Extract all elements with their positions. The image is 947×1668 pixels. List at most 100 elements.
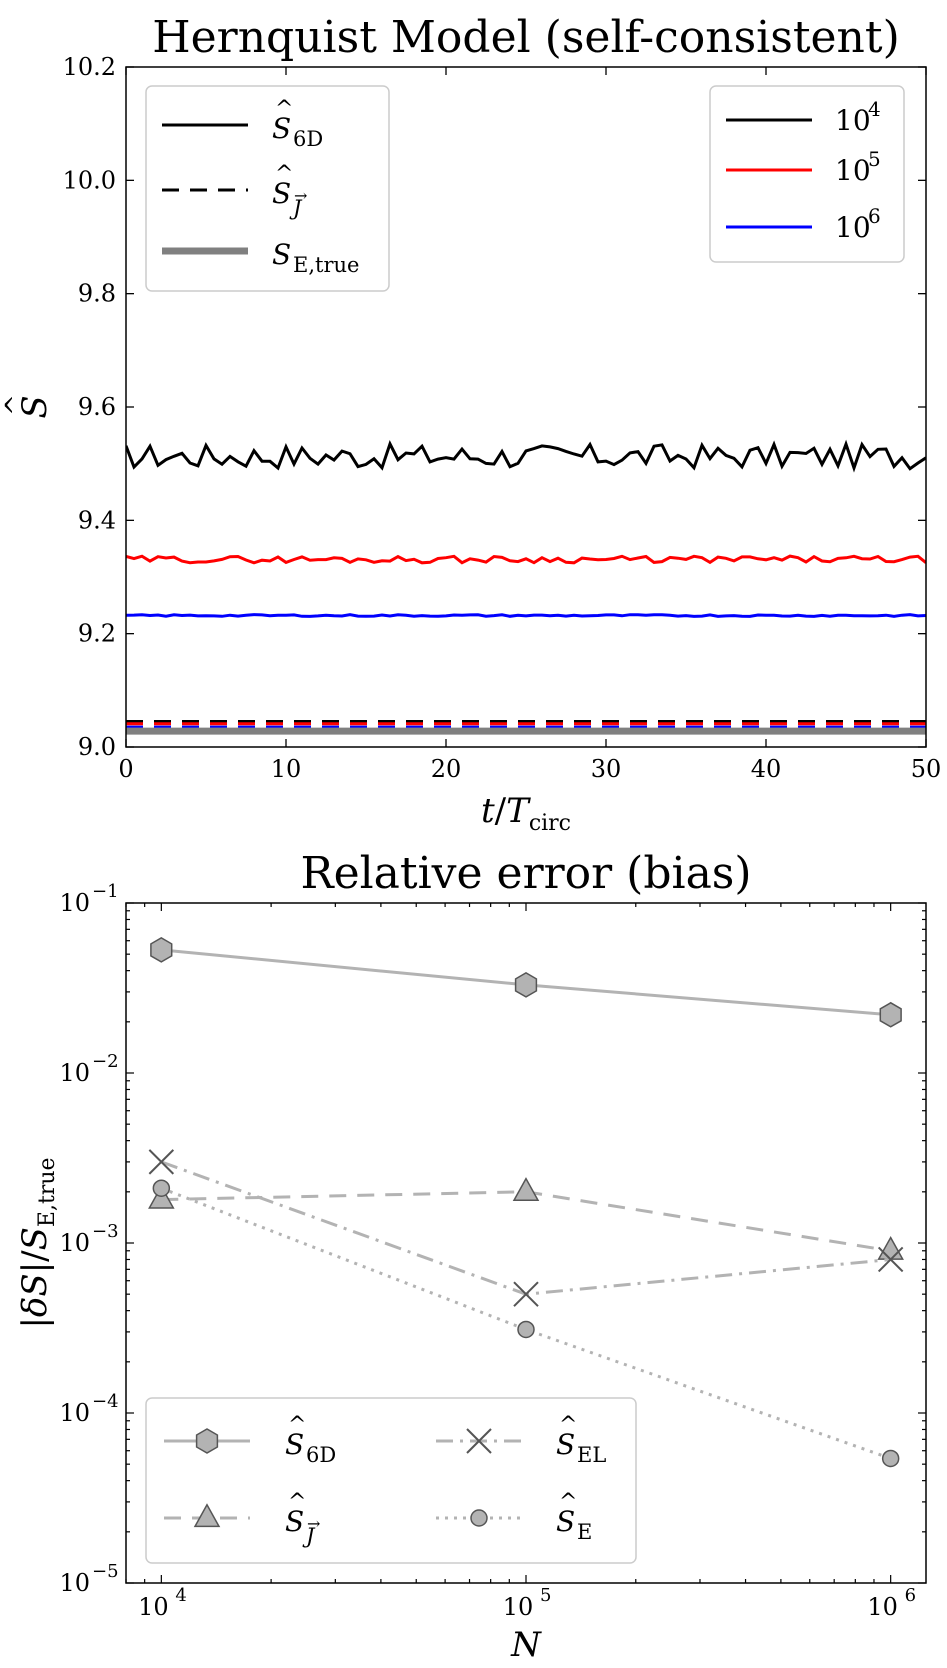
bottom-marker-6d-2	[879, 1001, 902, 1028]
bottom-y-tick-label-3: 10	[59, 1059, 90, 1087]
bottom-marker-j-1	[512, 1177, 540, 1201]
top-y-tick-label-0: 9.0	[78, 733, 116, 761]
svg-text:S: S	[556, 1505, 575, 1538]
svg-text:|δS|/SE,true: |δS|/SE,true	[15, 1157, 60, 1328]
svg-text:10: 10	[835, 104, 871, 137]
svg-text:→: →	[294, 186, 307, 205]
legend-label-1e4: 104	[835, 97, 881, 137]
legend-label-s6d: S^6D	[272, 97, 323, 151]
svg-text:4: 4	[868, 97, 881, 121]
svg-text:^: ^	[275, 162, 293, 187]
top-x-axis-label: t/Tcirc	[481, 791, 571, 836]
svg-text:6: 6	[868, 204, 881, 228]
svg-text:10: 10	[835, 154, 871, 187]
bottom-x-tick-label-1: 10	[503, 1593, 534, 1621]
bottom-y-tick-label-0: 10	[59, 1569, 90, 1597]
top-x-tick-label-3: 30	[591, 755, 622, 783]
legend-label-se-true: S E,true	[272, 238, 359, 277]
svg-text:J: J	[289, 196, 303, 220]
svg-text:10: 10	[835, 211, 871, 244]
svg-text:6D: 6D	[293, 127, 323, 151]
bottom-y-tick-exp-0: −5	[92, 1561, 119, 1582]
bottom-marker-el-0	[148, 1149, 175, 1175]
bottom-x-tick-exp-1: 5	[540, 1585, 551, 1606]
legend-error-estimators: S^6D S^J→ S^EL S^E	[145, 1397, 637, 1564]
bottom-marker-e-0	[152, 1179, 171, 1197]
legend-label-sj: S^ J→	[272, 162, 307, 220]
svg-text:^: ^	[288, 1490, 306, 1515]
svg-text:^: ^	[1, 394, 31, 416]
bottom-marker-e-1	[517, 1320, 535, 1339]
bottom-series-line-e	[160, 1186, 892, 1460]
bottom-y-tick-label-4: 10	[59, 889, 90, 917]
top-x-tick-label-0: 0	[118, 755, 133, 783]
bottom-marker-el-2	[877, 1246, 904, 1273]
top-y-tick-label-5: 10.0	[63, 166, 116, 194]
top-series-6d-106	[126, 613, 926, 618]
svg-text:6D: 6D	[306, 1443, 336, 1467]
relative-error-panel: Relative error (bias) 10 4 10 5 10 610 −510 −41…	[15, 848, 927, 1665]
legend-label-sel-error: S^EL	[556, 1413, 606, 1467]
bottom-marker-6d-1	[514, 972, 538, 998]
legend-particle-number: 104 105 106	[709, 85, 905, 263]
top-chart-title: Hernquist Model (self-consistent)	[152, 12, 899, 63]
svg-text:J: J	[302, 1524, 316, 1548]
svg-text:S: S	[272, 177, 291, 210]
svg-text:E: E	[577, 1520, 592, 1544]
bottom-chart-title: Relative error (bias)	[300, 848, 751, 899]
top-x-tick-label-5: 50	[911, 755, 942, 783]
svg-text:S: S	[272, 112, 291, 145]
bottom-x-axis-label: N	[510, 1625, 542, 1665]
top-series-6d-105	[126, 554, 926, 565]
svg-text:S: S	[15, 395, 55, 418]
top-y-tick-label-3: 9.6	[78, 393, 116, 421]
top-series-group	[126, 439, 926, 735]
bottom-x-tick-exp-0: 4	[175, 1585, 186, 1606]
top-y-tick-label-2: 9.4	[78, 506, 116, 534]
top-plot-frame	[125, 66, 927, 748]
top-y-tick-label-4: 9.8	[78, 280, 116, 308]
top-y-tick-label-1: 9.2	[78, 620, 116, 648]
legend-label-1e5: 105	[835, 147, 881, 187]
legend-estimators: S^6D S^J→ S E,true	[145, 85, 390, 292]
bottom-marker-j-0	[148, 1184, 175, 1209]
bottom-marker-el-1	[513, 1281, 539, 1307]
svg-text:5: 5	[868, 147, 881, 171]
svg-text:→: →	[307, 1514, 320, 1533]
legend-label-1e6: 106	[835, 204, 881, 244]
bottom-marker-e-2	[881, 1449, 900, 1468]
hernquist-entropy-panel: Hernquist Model (self-consistent) 0 10 20 3…	[1, 12, 941, 836]
svg-text:S: S	[272, 238, 291, 271]
top-axis-ticks: 0 10 20 30 40 50 9.0 9.2 9.4 9.6 9.8 10.0 10.2	[63, 53, 942, 783]
bottom-marker-6d-0	[150, 937, 173, 963]
top-y-axis-label: S ^	[1, 394, 55, 419]
svg-text:S: S	[285, 1428, 304, 1461]
bottom-y-tick-exp-2: −3	[92, 1221, 119, 1242]
top-x-tick-label-4: 40	[751, 755, 782, 783]
bottom-x-tick-label-2: 10	[867, 1593, 898, 1621]
svg-text:EL: EL	[577, 1443, 606, 1467]
svg-text:S: S	[556, 1428, 575, 1461]
top-x-tick-label-1: 10	[271, 755, 302, 783]
svg-text:^: ^	[275, 97, 293, 122]
legend-label-se-error: S^E	[556, 1490, 592, 1544]
bottom-x-tick-exp-2: 6	[905, 1585, 916, 1606]
bottom-y-tick-label-1: 10	[59, 1399, 90, 1427]
bottom-series-group	[148, 937, 904, 1468]
bottom-x-tick-label-0: 10	[138, 1593, 169, 1621]
svg-text:^: ^	[559, 1413, 577, 1438]
legend-label-s6d-error: S^6D	[285, 1413, 336, 1467]
bottom-marker-j-2	[877, 1236, 904, 1260]
bottom-plot-frame	[125, 902, 927, 1584]
top-x-tick-label-2: 20	[431, 755, 462, 783]
bottom-y-tick-exp-1: −4	[92, 1391, 119, 1412]
svg-text:S: S	[285, 1505, 304, 1538]
bottom-y-tick-exp-3: −2	[92, 1051, 119, 1072]
bottom-y-tick-label-2: 10	[59, 1229, 90, 1257]
svg-text:^: ^	[559, 1490, 577, 1515]
legend-label-sj-error: S^ J→	[285, 1490, 320, 1548]
bottom-y-tick-exp-4: −1	[92, 881, 119, 902]
bottom-y-axis-label: |δS|/SE,true	[15, 1157, 60, 1328]
top-y-tick-label-6: 10.2	[63, 53, 116, 81]
svg-text:^: ^	[288, 1413, 306, 1438]
